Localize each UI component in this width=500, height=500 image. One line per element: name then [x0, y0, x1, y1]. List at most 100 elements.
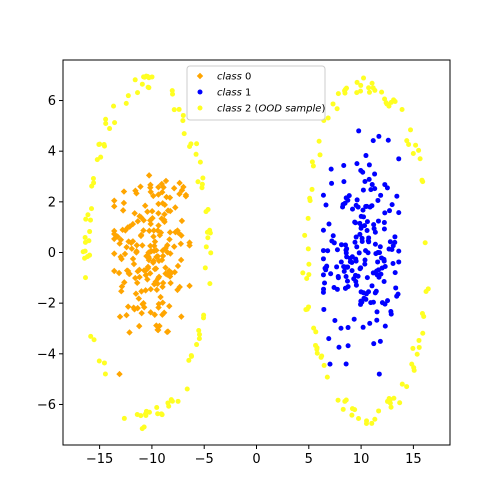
data-point: [338, 242, 344, 248]
data-point: [371, 226, 377, 232]
data-point: [358, 88, 364, 94]
data-point: [144, 208, 151, 215]
data-point: [409, 361, 415, 367]
legend-box: [186, 65, 326, 121]
data-point: [96, 358, 102, 364]
data-point: [331, 284, 337, 290]
data-point: [193, 151, 199, 157]
data-point: [357, 231, 363, 237]
data-point: [186, 357, 192, 363]
data-point: [324, 263, 330, 269]
data-point: [115, 269, 123, 277]
data-point: [399, 107, 405, 113]
data-point: [354, 79, 360, 85]
data-point: [161, 211, 168, 218]
data-point: [111, 197, 118, 204]
data-point: [342, 86, 348, 92]
data-point: [375, 259, 381, 265]
data-point: [410, 345, 416, 351]
data-point: [421, 314, 427, 320]
data-point: [423, 288, 429, 294]
data-point: [411, 367, 417, 373]
data-point: [360, 324, 366, 330]
data-point: [181, 131, 187, 137]
data-point: [361, 75, 367, 81]
data-point: [389, 202, 395, 208]
data-point: [117, 253, 124, 261]
data-point: [83, 216, 89, 222]
data-point: [369, 80, 375, 86]
data-point: [366, 176, 372, 182]
data-point: [135, 90, 141, 96]
data-point: [154, 404, 160, 410]
data-point: [143, 73, 149, 79]
data-point: [351, 316, 357, 322]
data-point: [139, 81, 145, 87]
data-point: [368, 187, 374, 193]
data-point: [358, 213, 364, 219]
data-point: [356, 250, 362, 256]
data-point: [176, 179, 183, 187]
data-point: [111, 250, 118, 257]
data-point: [138, 288, 145, 295]
data-point: [390, 260, 396, 266]
data-point: [155, 210, 162, 217]
data-point: [132, 274, 139, 282]
data-point: [166, 229, 174, 236]
data-point: [374, 309, 380, 315]
data-point: [158, 411, 164, 417]
data-point: [82, 235, 88, 241]
data-point: [125, 93, 131, 99]
data-point: [103, 116, 109, 122]
data-point: [177, 240, 185, 247]
data-points: [80, 73, 431, 432]
data-point: [139, 242, 146, 249]
data-point: [349, 412, 355, 418]
data-point: [343, 361, 349, 367]
data-point: [382, 210, 388, 216]
data-point: [161, 201, 169, 209]
data-point: [376, 133, 382, 139]
data-point: [385, 137, 391, 143]
data-point: [175, 398, 181, 404]
data-point: [87, 229, 93, 235]
data-point: [302, 232, 308, 238]
data-point: [335, 275, 341, 281]
data-point: [186, 242, 193, 249]
data-point: [326, 336, 332, 342]
data-point: [171, 268, 178, 276]
data-point: [375, 218, 381, 224]
data-point: [371, 222, 377, 228]
data-point: [369, 420, 375, 426]
data-point: [366, 89, 372, 95]
data-point: [323, 202, 329, 208]
data-point: [324, 374, 330, 380]
data-point: [399, 381, 405, 387]
data-point: [344, 278, 350, 284]
data-point: [329, 180, 335, 186]
data-point: [160, 309, 168, 316]
data-point: [358, 289, 364, 295]
data-point: [131, 306, 138, 313]
x-tick-label: 0: [252, 452, 260, 467]
data-point: [147, 217, 154, 224]
data-point: [320, 272, 326, 278]
data-point: [147, 309, 154, 316]
data-point: [147, 184, 154, 191]
data-point: [417, 156, 423, 162]
x-tick-label: −10: [138, 452, 165, 467]
data-point: [129, 238, 137, 245]
data-point: [123, 100, 129, 106]
data-point: [349, 260, 355, 266]
data-point: [155, 183, 162, 191]
data-point: [167, 207, 174, 215]
data-point: [111, 103, 117, 109]
data-point: [135, 295, 143, 302]
data-point: [304, 276, 310, 282]
data-point: [150, 233, 157, 240]
data-point: [174, 262, 182, 270]
data-point: [396, 210, 402, 216]
data-point: [207, 227, 213, 233]
data-point: [395, 291, 401, 297]
data-point: [91, 180, 97, 186]
